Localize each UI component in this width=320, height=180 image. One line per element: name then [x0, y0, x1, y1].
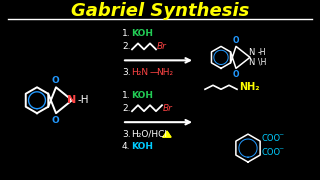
Text: —: —: [150, 68, 159, 77]
Text: 4.: 4.: [122, 142, 131, 151]
Text: ⁻: ⁻: [278, 146, 283, 156]
Text: ⁻: ⁻: [278, 132, 283, 142]
Text: O: O: [51, 76, 59, 85]
Text: O: O: [233, 36, 239, 45]
Text: N: N: [248, 48, 254, 57]
Text: H₂O/HCl: H₂O/HCl: [131, 130, 167, 139]
Text: N: N: [248, 58, 254, 67]
Text: 1.: 1.: [122, 29, 131, 38]
Text: KOH: KOH: [131, 91, 153, 100]
Polygon shape: [163, 131, 171, 137]
Text: KOH: KOH: [131, 142, 153, 151]
Text: O: O: [51, 116, 59, 125]
Text: COO: COO: [261, 148, 280, 157]
Text: -H: -H: [258, 48, 267, 57]
Text: COO: COO: [261, 134, 280, 143]
Text: Br: Br: [157, 42, 167, 51]
Text: -H: -H: [77, 95, 89, 105]
Text: NH₂: NH₂: [239, 82, 260, 92]
Text: Br: Br: [163, 104, 173, 113]
Text: 3.: 3.: [122, 130, 131, 139]
Text: 2.: 2.: [122, 42, 131, 51]
Text: \H: \H: [258, 58, 266, 67]
Text: O: O: [233, 70, 239, 79]
Text: 2.: 2.: [122, 104, 131, 113]
Text: KOH: KOH: [131, 29, 153, 38]
Text: H₂N: H₂N: [131, 68, 148, 77]
Text: NH₂: NH₂: [156, 68, 173, 77]
Text: 3.: 3.: [122, 68, 131, 77]
Text: N: N: [68, 95, 76, 105]
Text: Gabriel Synthesis: Gabriel Synthesis: [71, 3, 249, 21]
Text: 1.: 1.: [122, 91, 131, 100]
